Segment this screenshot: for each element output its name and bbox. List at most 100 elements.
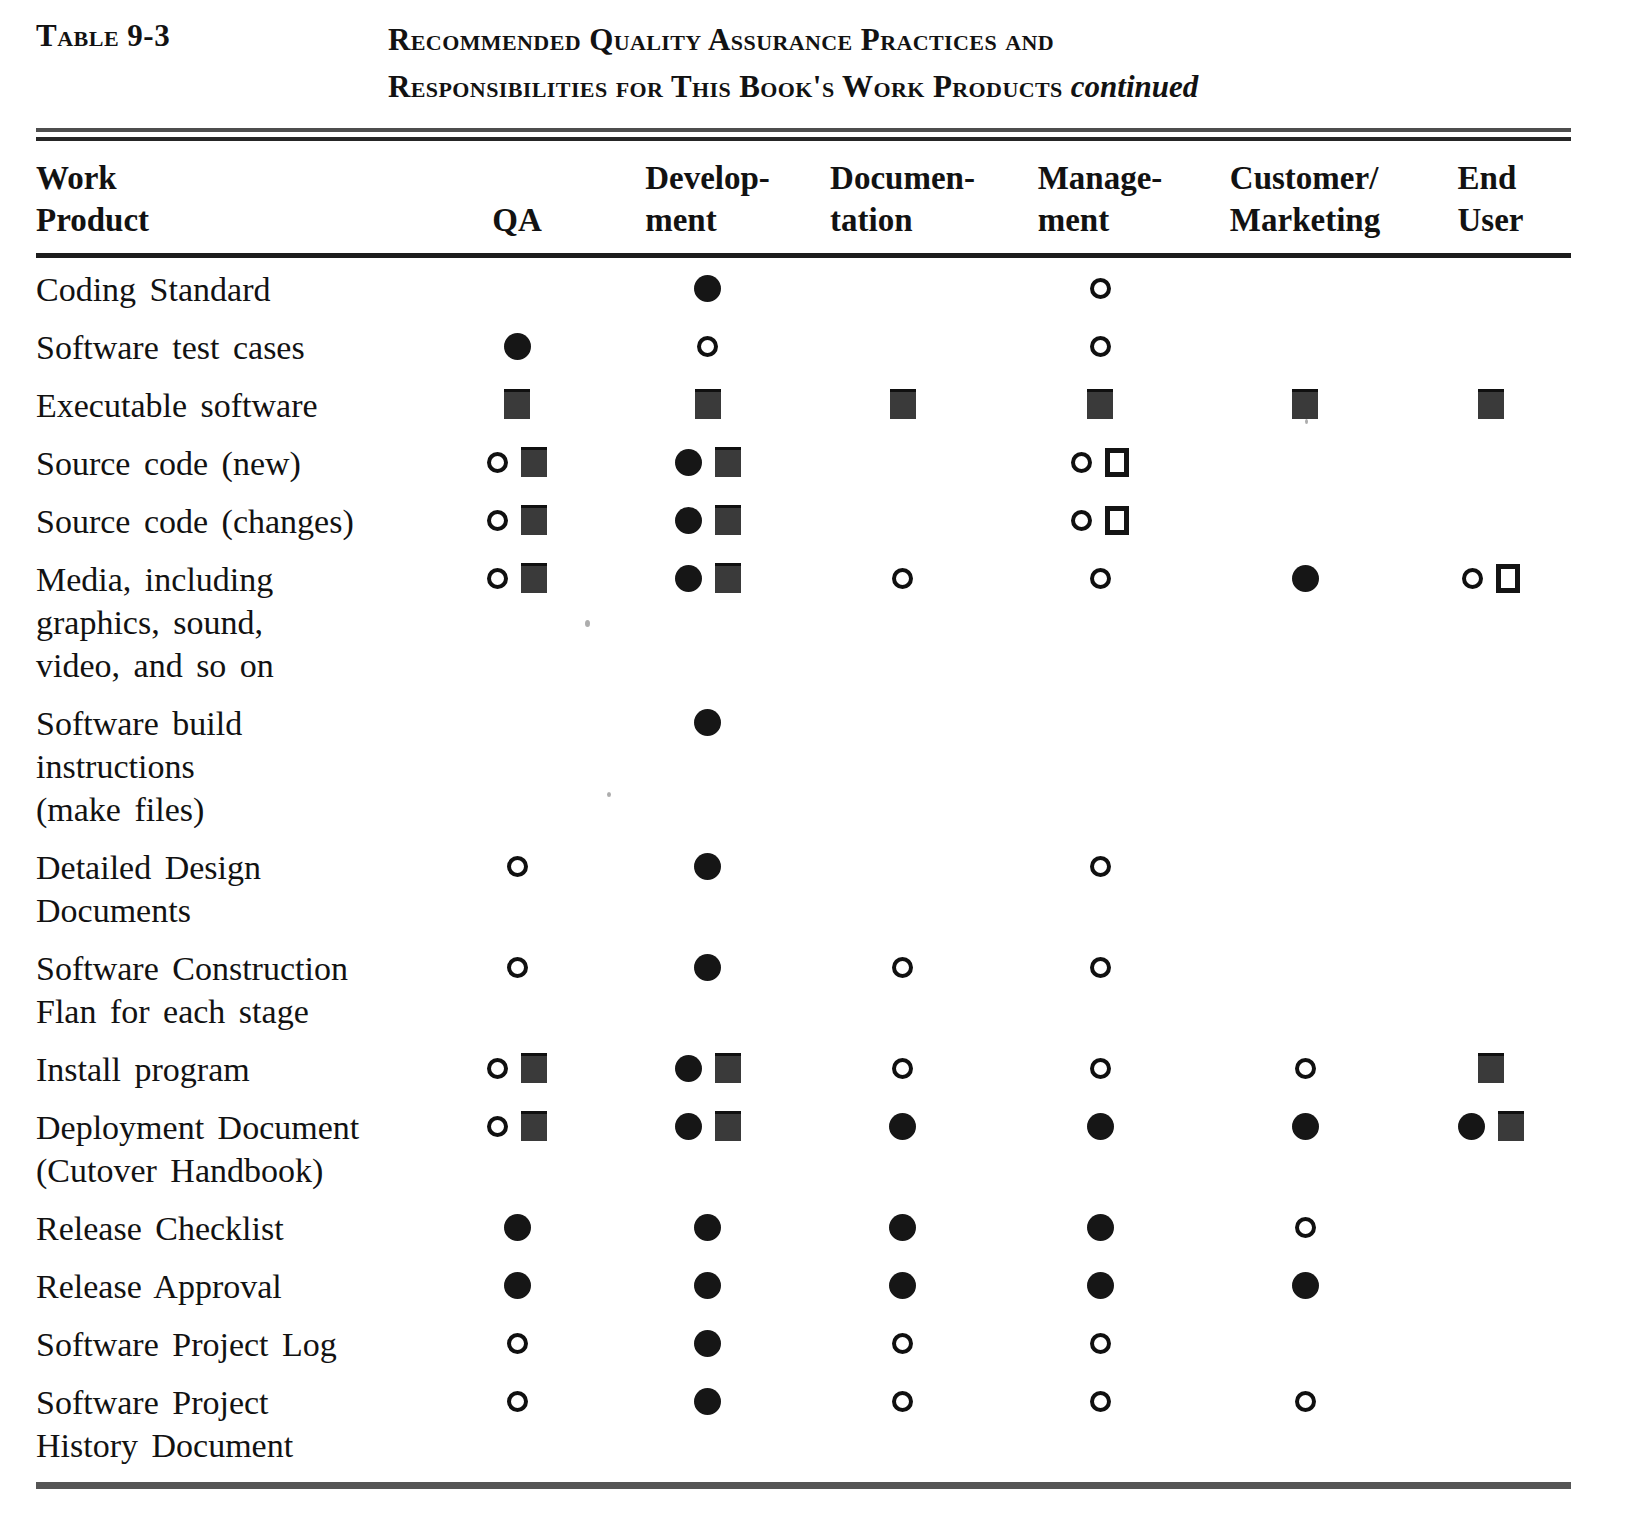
table-title-line2: Responsibilities for This Book's Work Pr…: [388, 63, 1198, 110]
column-header-qa: QA: [424, 199, 610, 241]
marker-cell-development: [610, 384, 805, 419]
open-circle-icon: [487, 568, 508, 589]
marker-cell-documentation: [805, 558, 1000, 589]
work-product-label: Coding Standard: [36, 268, 424, 311]
open-circle-icon: [1090, 1391, 1111, 1412]
open-circle-icon: [892, 957, 913, 978]
open-circle-icon: [1090, 1058, 1111, 1079]
marker-cell-management: [1000, 1265, 1200, 1299]
marker-cell-end-user: [1410, 268, 1571, 275]
filled-circle-icon: [504, 1214, 531, 1241]
marker-cell-end-user: [1410, 442, 1571, 449]
marker-cell-documentation: [805, 1323, 1000, 1354]
marker-cell-management: [1000, 1381, 1200, 1412]
filled-circle-icon: [1292, 565, 1319, 592]
filled-square-icon: [1478, 389, 1504, 419]
open-circle-icon: [1071, 510, 1092, 531]
marker-cell-customer-marketing: [1200, 947, 1410, 954]
marker-cell-customer-marketing: [1200, 846, 1410, 853]
work-product-label: Source code (new): [36, 442, 424, 485]
marker-cell-qa: [424, 1106, 610, 1141]
table-row: Install program: [36, 1048, 1642, 1091]
filled-circle-icon: [504, 333, 531, 360]
marker-cell-customer-marketing: [1200, 326, 1410, 333]
filled-circle-icon: [694, 1272, 721, 1299]
top-double-rule: [36, 128, 1571, 141]
marker-cell-management: [1000, 442, 1200, 477]
column-header-management: Manage- ment: [1000, 157, 1200, 241]
rule-line: [36, 128, 1571, 132]
work-product-label: Software Construction Flan for each stag…: [36, 947, 424, 1033]
marker-cell-development: [610, 1381, 805, 1415]
filled-circle-icon: [889, 1214, 916, 1241]
filled-square-icon: [1478, 1053, 1504, 1083]
filled-square-icon: [521, 1111, 547, 1141]
filled-square-icon: [521, 447, 547, 477]
filled-circle-icon: [694, 709, 721, 736]
marker-cell-customer-marketing: [1200, 1048, 1410, 1079]
filled-square-icon: [715, 563, 741, 593]
column-header-development: Develop- ment: [610, 157, 805, 241]
filled-circle-icon: [889, 1113, 916, 1140]
table-row: Software test cases: [36, 326, 1642, 369]
marker-cell-qa: [424, 268, 610, 275]
column-header-documentation: Documen- tation: [805, 157, 1000, 241]
marker-cell-development: [610, 1207, 805, 1241]
marker-cell-management: [1000, 702, 1200, 709]
marker-cell-customer-marketing: [1200, 1265, 1410, 1299]
filled-square-icon: [715, 1111, 741, 1141]
filled-circle-icon: [694, 275, 721, 302]
open-square-icon: [1105, 448, 1129, 477]
marker-cell-end-user: [1410, 1207, 1571, 1214]
work-product-label: Detailed Design Documents: [36, 846, 424, 932]
scanned-book-page: Table 9-3 Recommended Quality Assurance …: [0, 0, 1642, 1538]
table-row: Software Construction Flan for each stag…: [36, 947, 1642, 1033]
marker-cell-management: [1000, 1106, 1200, 1140]
open-circle-icon: [1090, 336, 1111, 357]
marker-cell-development: [610, 1265, 805, 1299]
table-row: Detailed Design Documents: [36, 846, 1642, 932]
marker-cell-documentation: [805, 1265, 1000, 1299]
open-circle-icon: [1295, 1217, 1316, 1238]
filled-circle-icon: [1292, 1272, 1319, 1299]
filled-square-icon: [521, 505, 547, 535]
filled-circle-icon: [694, 853, 721, 880]
scan-speck: [607, 792, 611, 797]
filled-circle-icon: [694, 1214, 721, 1241]
column-header-end-user: End User: [1410, 157, 1571, 241]
work-product-label: Release Approval: [36, 1265, 424, 1308]
marker-cell-customer-marketing: [1200, 558, 1410, 592]
marker-cell-qa: [424, 500, 610, 535]
open-circle-icon: [1295, 1058, 1316, 1079]
marker-cell-end-user: [1410, 947, 1571, 954]
marker-cell-documentation: [805, 702, 1000, 709]
open-circle-icon: [487, 1116, 508, 1137]
table-row: Software Project History Document: [36, 1381, 1642, 1467]
filled-circle-icon: [1087, 1272, 1114, 1299]
marker-cell-qa: [424, 1323, 610, 1354]
open-circle-icon: [1090, 568, 1111, 589]
open-circle-icon: [892, 1391, 913, 1412]
marker-cell-customer-marketing: [1200, 1323, 1410, 1330]
marker-cell-qa: [424, 702, 610, 709]
filled-circle-icon: [675, 1055, 702, 1082]
open-circle-icon: [1071, 452, 1092, 473]
marker-cell-qa: [424, 1207, 610, 1241]
table-row: Release Approval: [36, 1265, 1642, 1308]
open-circle-icon: [507, 856, 528, 877]
marker-cell-end-user: [1410, 846, 1571, 853]
marker-cell-customer-marketing: [1200, 442, 1410, 449]
marker-cell-qa: [424, 558, 610, 593]
table-body: Coding StandardSoftware test casesExecut…: [36, 258, 1642, 1467]
work-product-label: Software build instructions (make files): [36, 702, 424, 831]
marker-cell-development: [610, 268, 805, 302]
filled-circle-icon: [675, 565, 702, 592]
table-row: Source code (new): [36, 442, 1642, 485]
filled-circle-icon: [1292, 1113, 1319, 1140]
filled-square-icon: [1498, 1111, 1524, 1141]
table-row: Software Project Log: [36, 1323, 1642, 1366]
marker-cell-customer-marketing: [1200, 500, 1410, 507]
bottom-rule: [36, 1482, 1571, 1489]
marker-cell-end-user: [1410, 1381, 1571, 1388]
marker-cell-development: [610, 947, 805, 981]
